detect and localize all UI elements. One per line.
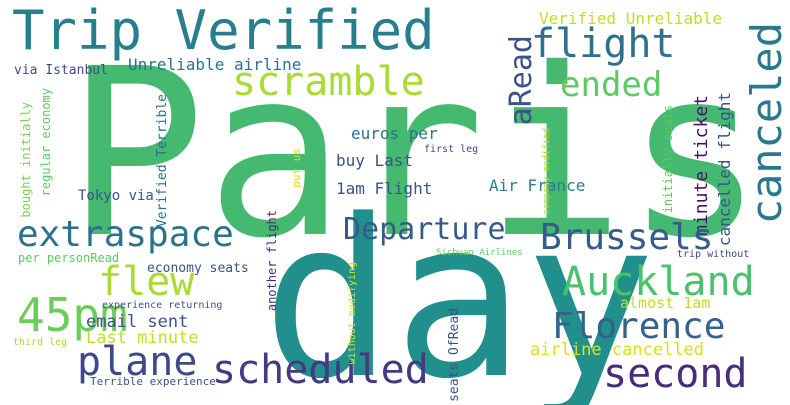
word-flew: flew [98,259,195,305]
word-1am-flight: 1am Flight [336,179,433,198]
word-brussels: Brussels [540,217,714,258]
word-paris: Paris [66,19,765,289]
word-scheduled: scheduled [212,347,429,393]
word-third-leg: third leg [13,337,68,348]
word-initially-seats: initially seats [661,105,675,214]
word-first-leg: first leg [424,144,479,155]
word-almost-1am: almost 1am [620,294,711,312]
word-trip-verified: Trip Verified [12,0,435,62]
word-minute-ticket: minute ticket [691,95,712,236]
word-terrible-experience: Terrible experience [90,375,216,388]
word-experience-returning: experience returning [102,300,223,311]
word-departure: Departure [343,212,506,247]
word-via-istanbul: via Istanbul [14,63,108,78]
word-florence: Florence [552,306,726,347]
word-verified-terrible: Verified Terrible [155,94,170,228]
word-flight: flight [531,21,676,67]
word-trip-without: trip without [677,249,750,260]
word-tokyo-via: Tokyo via [78,188,154,204]
word-put-us: put us [290,148,303,188]
word-scramble: scramble [232,59,425,105]
word-sichuan-airlines: Sichuan Airlines [436,248,523,258]
word-bought-initially: bought initially [19,102,33,218]
word-seats-ofread: seats OfRead [447,308,462,402]
word-canceled: canceled [742,22,790,225]
word-company-modified: company modified [542,128,552,215]
word-day: day [262,174,656,405]
word-second: second [603,351,748,397]
word-air-france: Air France [489,176,586,195]
word-another-flight: another flight [265,210,279,312]
word-unreliable-airline: Unreliable airline [128,55,302,74]
word-email-sent: email sent [86,312,189,332]
word-auckland: Auckland [562,259,755,305]
word-airline-cancelled: airline cancelled [530,340,704,360]
word-aread: aRead [504,35,539,126]
word-plane: plane [77,339,198,385]
word-extraspace: extraspace [17,214,234,255]
word-ended: ended [560,65,663,105]
word-cancelled-flight: cancelled flight [715,92,734,247]
word-regular-economy: regular economy [39,88,53,197]
word-45pm: 45pm [17,288,128,342]
word-economy-seats: economy seats [147,261,249,276]
word-per-personread: per personRead [18,251,120,265]
word-last-minute: Last minute [86,328,199,348]
word-without-modifying: without modifying [347,262,358,365]
word-verified-unreliable: Verified Unreliable [539,9,723,28]
word-buy-last: buy Last [336,151,414,170]
word-euros-per: euros per [351,124,438,143]
